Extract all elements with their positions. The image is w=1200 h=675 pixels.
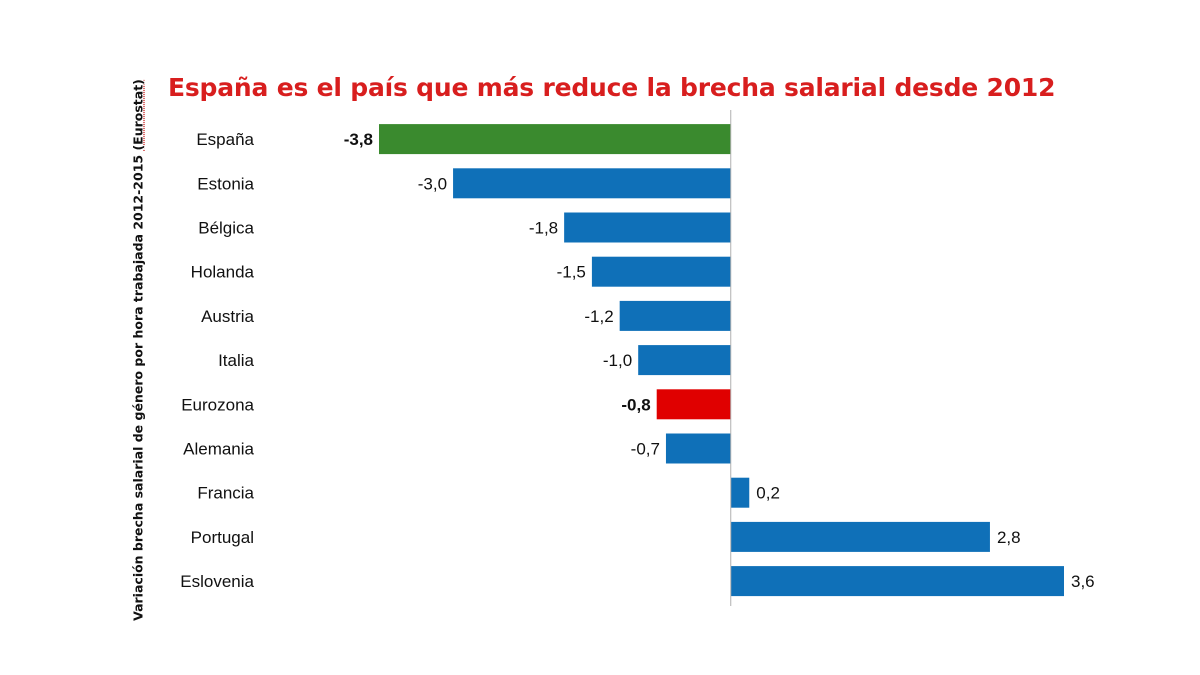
bar [730,566,1064,597]
bar [591,256,731,287]
data-label: 3,6 [1071,572,1095,591]
bar [730,477,750,508]
bar [638,345,731,376]
data-label: -3,8 [344,130,373,149]
data-label: 2,8 [997,528,1021,547]
bar [564,212,731,243]
data-label: -1,5 [557,263,586,282]
category-label: Austria [201,307,254,326]
category-label: Francia [197,484,254,503]
category-label: España [196,130,254,149]
category-label: Holanda [191,263,255,282]
data-label: -1,0 [603,351,632,370]
category-label: Italia [218,351,254,370]
category-label: Portugal [191,528,254,547]
bar [665,433,731,464]
data-label: -1,2 [584,307,613,326]
bar [730,521,990,552]
data-label: -0,7 [631,440,660,459]
category-label: Eurozona [181,395,254,414]
category-label: Estonia [197,174,254,193]
bar [656,389,731,420]
chart-title: España es el país que más reduce la brec… [168,73,1056,102]
data-label: -0,8 [621,395,650,414]
bar [619,300,731,331]
category-label: Eslovenia [180,572,254,591]
category-label: Alemania [183,440,254,459]
data-label: 0,2 [756,484,780,503]
bar [453,168,731,199]
category-label: Bélgica [198,219,254,238]
data-label: -3,0 [418,174,447,193]
data-label: -1,8 [529,219,558,238]
bar [379,124,731,155]
